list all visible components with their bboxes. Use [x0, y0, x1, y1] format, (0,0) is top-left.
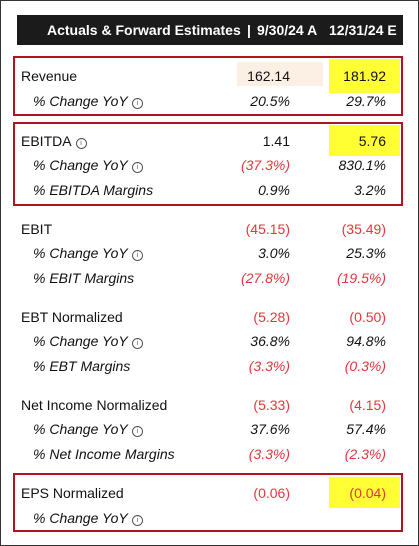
- row-label: % Change YoY: [33, 245, 128, 261]
- table-row-net-income-normalized: Net Income Normalized (5.33) (4.15): [1, 393, 419, 417]
- table-row-eps-yoy: % Change YoY i: [1, 506, 419, 530]
- table-row-eps-normalized: EPS Normalized (0.06) (0.04): [1, 481, 419, 505]
- table-header: Actuals & Forward Estimates | 9/30/24 A …: [17, 15, 403, 45]
- table-row-ebt-margins: % EBT Margins (3.3%) (0.3%): [1, 354, 419, 378]
- row-label: EBT Normalized: [21, 309, 123, 325]
- value-actual: 1.41: [262, 133, 290, 149]
- value-actual: (0.06): [253, 485, 290, 501]
- row-label: % EBIT Margins: [33, 270, 135, 286]
- table-row-ebitda-yoy: % Change YoY i (37.3%) 830.1%: [1, 153, 419, 177]
- row-label: Revenue: [21, 68, 78, 84]
- row-label: EBIT: [21, 221, 53, 237]
- value-actual: (37.3%): [240, 157, 290, 173]
- header-title: Actuals & Forward Estimates: [47, 22, 241, 38]
- table-row-revenue: Revenue 162.14 181.92: [1, 64, 419, 88]
- value-estimate: (4.15): [349, 397, 386, 413]
- row-label: Net Income Normalized: [21, 397, 168, 413]
- table-row-net-income-yoy: % Change YoY i 37.6% 57.4%: [1, 417, 419, 441]
- eps-estimate-highlight: [329, 477, 400, 508]
- row-label: % Change YoY: [33, 333, 128, 349]
- value-estimate: (19.5%): [336, 270, 386, 286]
- info-icon[interactable]: i: [131, 162, 143, 173]
- row-label: % Change YoY: [33, 421, 128, 437]
- row-label: EPS Normalized: [21, 485, 124, 501]
- value-actual: (5.33): [253, 397, 290, 413]
- value-estimate: 25.3%: [346, 245, 386, 261]
- row-label: % EBT Margins: [33, 358, 131, 374]
- value-actual: (3.3%): [248, 446, 290, 462]
- row-label: EBITDA: [21, 133, 72, 149]
- value-estimate: 830.1%: [338, 157, 386, 173]
- revenue-highlight-box: [13, 56, 403, 116]
- row-label: % Change YoY: [33, 510, 128, 526]
- ebitda-highlight-box: [13, 122, 403, 206]
- value-actual: (5.28): [253, 309, 290, 325]
- table-row-revenue-yoy: % Change YoY i 20.5% 29.7%: [1, 89, 419, 113]
- value-estimate: 94.8%: [346, 333, 386, 349]
- row-label: % Net Income Margins: [33, 446, 175, 462]
- info-icon[interactable]: i: [131, 515, 143, 526]
- value-actual: 3.0%: [258, 245, 290, 261]
- value-estimate: 181.92: [343, 68, 386, 84]
- value-actual: 37.6%: [250, 421, 290, 437]
- value-estimate: (35.49): [341, 221, 386, 237]
- table-row-ebt-yoy: % Change YoY i 36.8% 94.8%: [1, 329, 419, 353]
- info-icon[interactable]: i: [75, 138, 87, 149]
- table-row-ebt-normalized: EBT Normalized (5.28) (0.50): [1, 305, 419, 329]
- value-actual: 0.9%: [258, 182, 290, 198]
- row-label: % Change YoY: [33, 93, 128, 109]
- value-estimate: 57.4%: [346, 421, 386, 437]
- table-row-ebit-yoy: % Change YoY i 3.0% 25.3%: [1, 241, 419, 265]
- header-separator: |: [247, 22, 251, 38]
- value-estimate: 3.2%: [354, 182, 386, 198]
- revenue-actual-highlight: [237, 62, 323, 86]
- value-actual: 36.8%: [250, 333, 290, 349]
- info-icon[interactable]: i: [131, 250, 143, 261]
- info-icon[interactable]: i: [131, 98, 143, 109]
- table-row-ebit-margins: % EBIT Margins (27.8%) (19.5%): [1, 266, 419, 290]
- revenue-estimate-highlight: [329, 59, 400, 93]
- header-period-estimate: 12/31/24 E: [329, 22, 397, 38]
- info-icon[interactable]: i: [131, 426, 143, 437]
- header-period-actual: 9/30/24 A: [257, 22, 318, 38]
- value-estimate: (0.3%): [344, 358, 386, 374]
- value-estimate: 5.76: [358, 133, 386, 149]
- value-actual: (45.15): [245, 221, 290, 237]
- table-row-ebit: EBIT (45.15) (35.49): [1, 217, 419, 241]
- info-icon[interactable]: i: [131, 338, 143, 349]
- row-label: % Change YoY: [33, 157, 128, 173]
- value-estimate: (0.50): [349, 309, 386, 325]
- row-label: % EBITDA Margins: [33, 182, 154, 198]
- value-estimate: (2.3%): [344, 446, 386, 462]
- table-row-ebitda: EBITDA i 1.41 5.76: [1, 129, 419, 153]
- value-actual: (27.8%): [240, 270, 290, 286]
- value-estimate: (0.04): [349, 485, 386, 501]
- ebitda-estimate-highlight: [329, 125, 400, 156]
- value-actual: 20.5%: [250, 93, 290, 109]
- table-row-ebitda-margins: % EBITDA Margins 0.9% 3.2%: [1, 178, 419, 202]
- value-actual: 162.14: [247, 68, 290, 84]
- eps-highlight-box: [13, 473, 403, 532]
- value-estimate: 29.7%: [346, 93, 386, 109]
- table-row-net-income-margins: % Net Income Margins (3.3%) (2.3%): [1, 442, 419, 466]
- value-actual: (3.3%): [248, 358, 290, 374]
